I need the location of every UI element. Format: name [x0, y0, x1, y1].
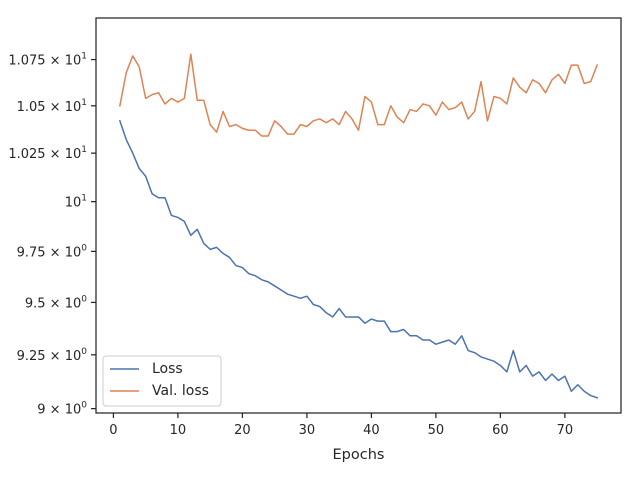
y-tick-base: 10 [65, 100, 82, 115]
y-tick-mantissa: 1.025 [8, 147, 45, 162]
y-tick-mantissa: 9.5 [25, 296, 46, 311]
y-tick-label: 101 [65, 194, 87, 211]
x-tick-label: 70 [557, 423, 574, 438]
y-tick-exponent: 0 [81, 243, 87, 253]
y-tick-label: 9.5 × 100 [25, 294, 87, 311]
y-tick-exponent: 0 [81, 294, 87, 304]
series-line-val-loss [118, 53, 599, 137]
y-tick-label: 1.05 × 101 [17, 98, 87, 115]
y-tick-exponent: 0 [81, 401, 87, 411]
y-tick-times: × [46, 245, 65, 260]
y-tick-mantissa: 9.75 [17, 245, 46, 260]
x-tick-label: 10 [170, 423, 187, 438]
x-tick-label: 50 [428, 423, 445, 438]
x-tick-label: 60 [492, 423, 509, 438]
legend-label-val-loss: Val. loss [152, 383, 209, 399]
series-lines [118, 53, 599, 399]
y-tick-mantissa: 1.075 [8, 54, 45, 69]
x-tick-label: 40 [363, 423, 380, 438]
y-tick-times: × [46, 54, 65, 69]
series-line-loss [118, 119, 599, 399]
y-tick-times: × [46, 403, 65, 418]
y-tick-base: 10 [65, 349, 82, 364]
y-tick-label: 1.025 × 101 [8, 145, 87, 162]
y-tick-mantissa: 9 [37, 403, 45, 418]
plot-frame [95, 17, 622, 414]
y-tick-mantissa: 9.25 [17, 349, 46, 364]
y-tick-label: 9.25 × 100 [17, 347, 88, 364]
y-tick-base: 10 [65, 147, 82, 162]
y-tick-exponent: 0 [81, 347, 87, 357]
x-axis-label: Epochs [333, 447, 385, 463]
y-tick-base: 10 [65, 403, 82, 418]
x-tick-label: 20 [234, 423, 251, 438]
y-tick-times: × [46, 296, 65, 311]
y-tick-exponent: 1 [81, 145, 87, 155]
x-tick-label: 0 [109, 423, 117, 438]
y-tick-exponent: 1 [81, 52, 87, 62]
y-tick-times: × [46, 147, 65, 162]
y-tick-base: 10 [65, 296, 82, 311]
y-tick-base: 10 [65, 245, 82, 260]
y-tick-label: 1.075 × 101 [8, 52, 87, 69]
y-tick-base: 10 [65, 54, 82, 69]
y-tick-times: × [46, 100, 65, 115]
y-tick-mantissa: 10 [65, 196, 82, 211]
legend: Loss Val. loss [102, 355, 222, 407]
y-tick-label: 9 × 100 [37, 401, 87, 418]
y-tick-exponent: 1 [81, 194, 87, 204]
legend-label-loss: Loss [152, 361, 183, 377]
y-tick-exponent: 1 [81, 98, 87, 108]
x-tick-label: 30 [299, 423, 316, 438]
y-tick-mantissa: 1.05 [17, 100, 46, 115]
y-tick-label: 9.75 × 100 [17, 243, 88, 260]
y-tick-times: × [46, 349, 65, 364]
